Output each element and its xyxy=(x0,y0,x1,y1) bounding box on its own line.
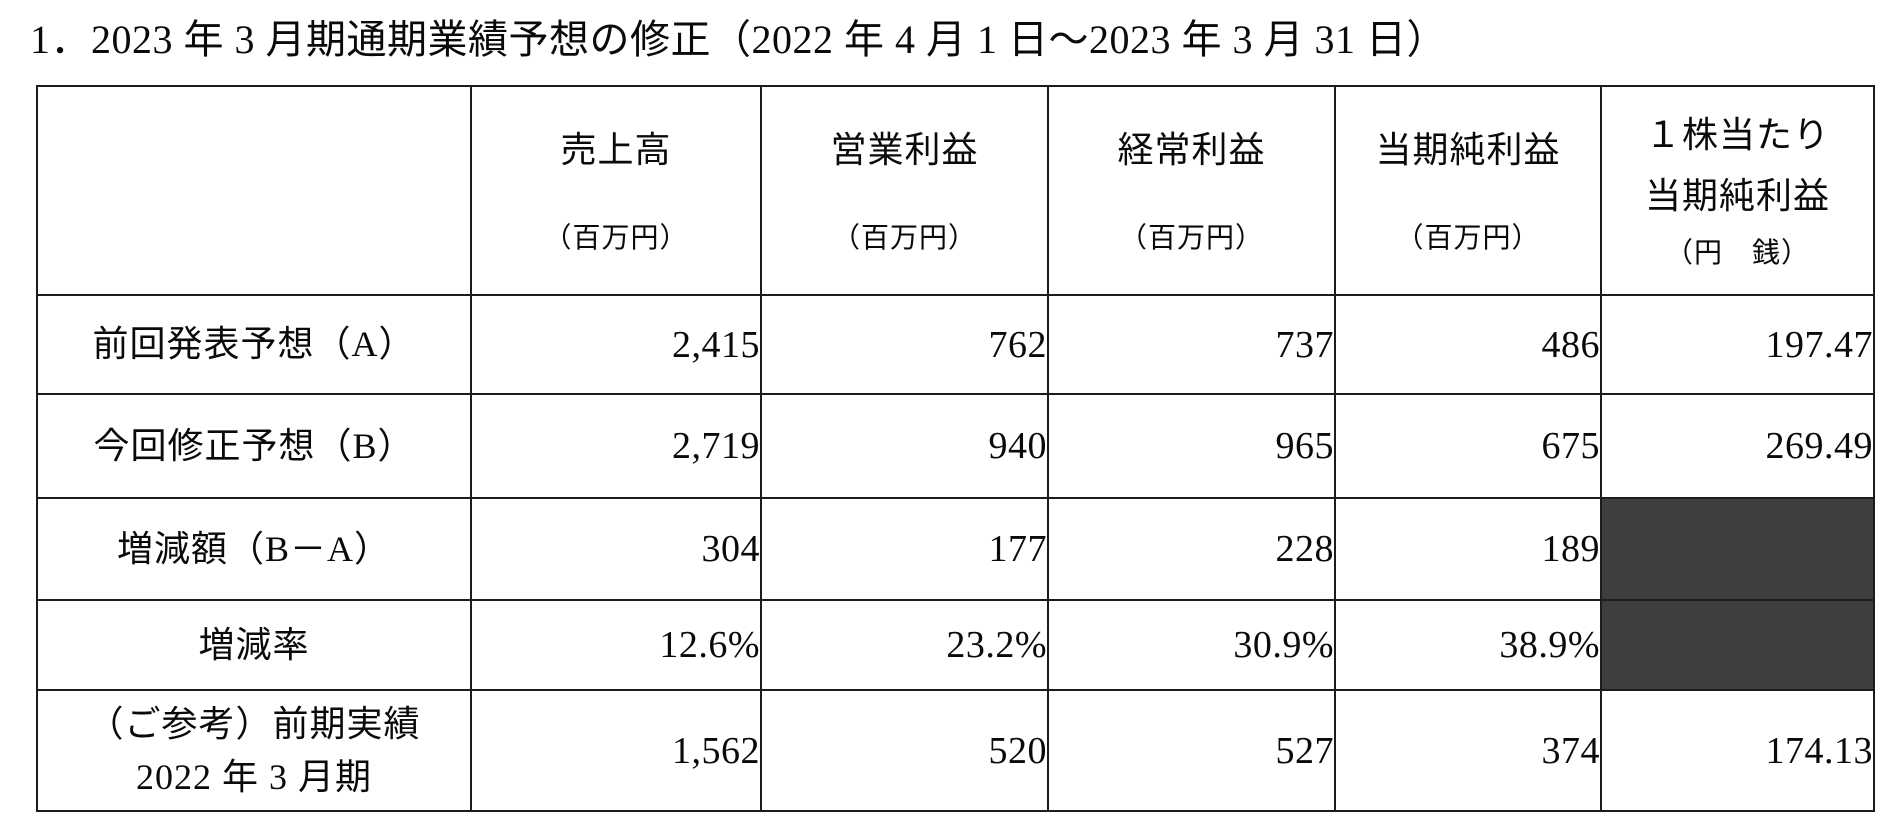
column-header-label: 経常利益 xyxy=(1117,130,1266,171)
value-cell: 2,719 xyxy=(470,393,762,499)
column-header-label: 当期純利益 xyxy=(1375,130,1561,171)
value-cell: 23.2% xyxy=(760,599,1049,691)
column-header-sales: 売上高 （百万円） xyxy=(470,85,762,296)
value-cell: 374 xyxy=(1334,689,1602,812)
value-cell: 940 xyxy=(760,393,1049,499)
column-header-label: 売上高 xyxy=(560,130,672,171)
page-title: 1．2023 年 3 月期通期業績予想の修正（2022 年 4 月 1 日～20… xyxy=(30,17,1447,62)
row-label-change-rate: 増減率 xyxy=(36,599,472,691)
table-header-row: 売上高 （百万円） 営業利益 （百万円） 経常利益 （百万円） 当期純利益 （百… xyxy=(36,85,1875,296)
column-header-net-profit: 当期純利益 （百万円） xyxy=(1334,85,1602,296)
value-cell: 189 xyxy=(1334,497,1602,601)
value-cell: 486 xyxy=(1334,294,1602,395)
value-cell: 675 xyxy=(1334,393,1602,499)
value-cell: 965 xyxy=(1047,393,1336,499)
value-cell: 2,415 xyxy=(470,294,762,395)
column-header-label: １株当たり xyxy=(1644,114,1830,155)
row-label-previous-forecast: 前回発表予想（A） xyxy=(36,294,472,395)
column-header-eps: １株当たり 当期純利益 （円 銭） xyxy=(1600,85,1875,296)
row-label-prior-year-results: （ご参考）前期実績 2022 年 3 月期 xyxy=(36,689,472,812)
row-label-change-amount: 増減額（B－A） xyxy=(36,497,472,601)
table-row-previous-forecast: 前回発表予想（A） 2,415 762 737 486 197.47 xyxy=(36,294,1875,395)
table-row-change-rate: 増減率 12.6% 23.2% 30.9% 38.9% xyxy=(36,599,1875,691)
unit-label: （百万円） xyxy=(543,222,689,254)
value-cell: 38.9% xyxy=(1334,599,1602,691)
value-cell: 304 xyxy=(470,497,762,601)
earnings-revision-table: 売上高 （百万円） 営業利益 （百万円） 経常利益 （百万円） 当期純利益 （百… xyxy=(36,85,1875,812)
unit-label: （百万円） xyxy=(831,222,977,254)
value-cell: 30.9% xyxy=(1047,599,1336,691)
value-cell: 228 xyxy=(1047,497,1336,601)
value-cell: 197.47 xyxy=(1600,294,1875,395)
row-label-line: 2022 年 3 月期 xyxy=(135,756,372,797)
value-cell: 527 xyxy=(1047,689,1336,812)
table-row-revised-forecast: 今回修正予想（B） 2,719 940 965 675 269.49 xyxy=(36,393,1875,499)
value-cell: 12.6% xyxy=(470,599,762,691)
value-cell: 762 xyxy=(760,294,1049,395)
blank-filled-cell xyxy=(1600,497,1875,601)
column-header-blank xyxy=(36,85,472,296)
column-header-operating-profit: 営業利益 （百万円） xyxy=(760,85,1049,296)
value-cell: 1,562 xyxy=(470,689,762,812)
value-cell: 177 xyxy=(760,497,1049,601)
unit-label: （百万円） xyxy=(1118,222,1264,254)
unit-label: （百万円） xyxy=(1395,222,1541,254)
value-cell: 269.49 xyxy=(1600,393,1875,499)
table-row-prior-year-results: （ご参考）前期実績 2022 年 3 月期 1,562 520 527 374 … xyxy=(36,689,1875,812)
table-row-change-amount: 増減額（B－A） 304 177 228 189 xyxy=(36,497,1875,601)
column-header-ordinary-profit: 経常利益 （百万円） xyxy=(1047,85,1336,296)
column-header-label: 営業利益 xyxy=(830,130,979,171)
value-cell: 174.13 xyxy=(1600,689,1875,812)
row-label-line: （ご参考）前期実績 xyxy=(87,704,421,745)
value-cell: 520 xyxy=(760,689,1049,812)
unit-label: （円 銭） xyxy=(1664,238,1810,270)
row-label-revised-forecast: 今回修正予想（B） xyxy=(36,393,472,499)
column-header-label: 当期純利益 xyxy=(1644,176,1830,217)
value-cell: 737 xyxy=(1047,294,1336,395)
blank-filled-cell xyxy=(1600,599,1875,691)
